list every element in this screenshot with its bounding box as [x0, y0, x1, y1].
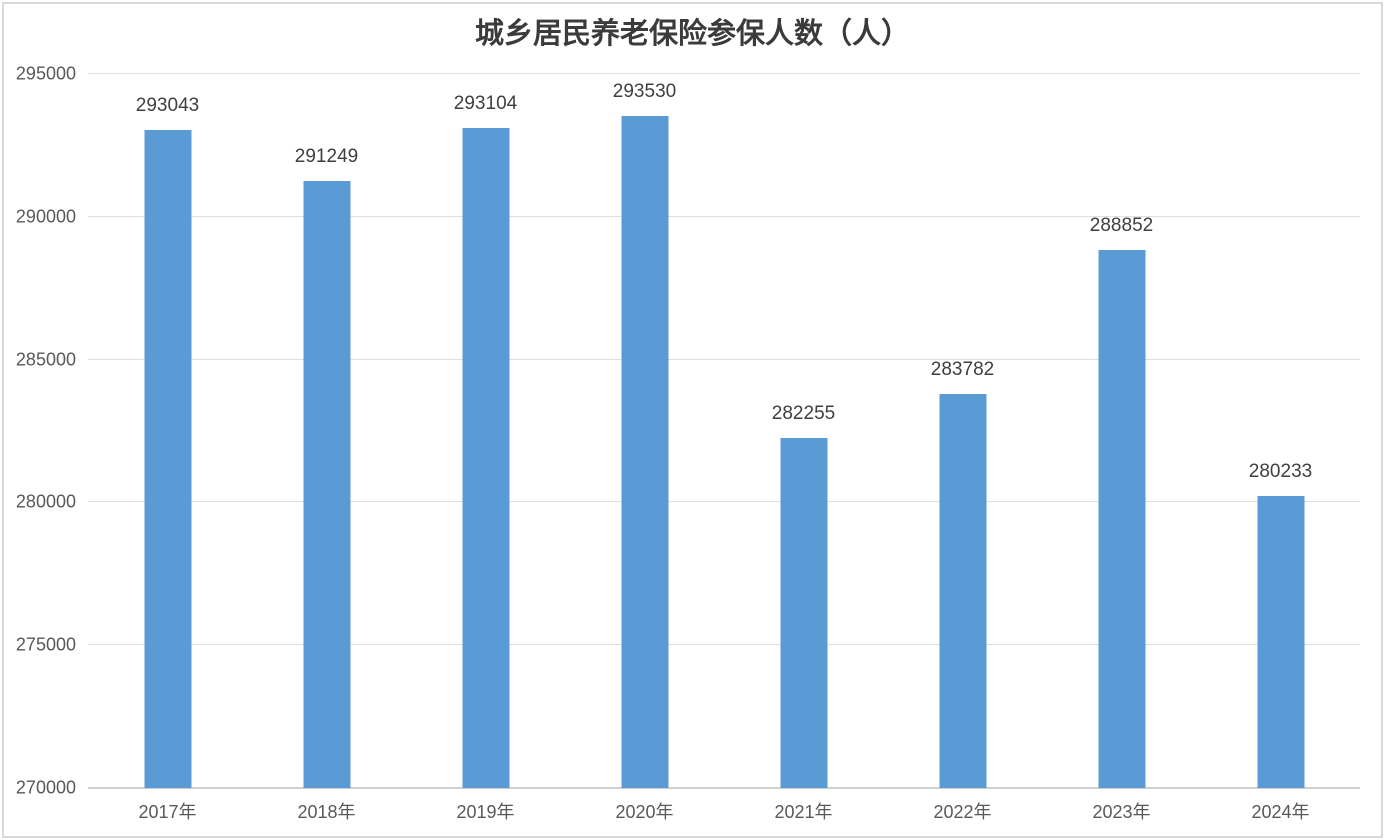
y-axis-tick-label: 275000: [15, 634, 76, 655]
category-slot: 293104 2019年: [406, 74, 565, 822]
x-axis-tick-label: 2022年: [933, 802, 992, 822]
x-axis-line: [88, 787, 1360, 789]
gridline: [88, 644, 1360, 646]
data-label: 293104: [453, 93, 518, 115]
plot-area: 293043 2017年 291249 2018年 293104 2019年 293530 2…: [88, 73, 1360, 822]
y-axis-tick-label: 270000: [15, 777, 76, 798]
y-axis-tick-label: 280000: [15, 491, 76, 512]
category-slot: 282255 2021年: [724, 74, 883, 822]
bar-2017年: [144, 129, 191, 788]
bar-2022年: [939, 394, 986, 788]
data-label: 280233: [1248, 460, 1313, 482]
y-axis-tick-label: 295000: [15, 63, 76, 84]
chart-title: 城乡居民养老保险参保人数（人）: [474, 18, 910, 50]
bar-2019年: [462, 128, 509, 788]
data-label: 282255: [771, 403, 836, 424]
category-slot: 288852 2023年: [1042, 74, 1201, 822]
gridline: [88, 358, 1360, 360]
bar-2020年: [621, 115, 668, 788]
y-axis: 270000 275000 280000 285000 290000 295000: [0, 64, 76, 798]
bar-2021年: [780, 438, 827, 788]
gridline: [88, 73, 1360, 74]
bar-2018年: [303, 181, 350, 788]
x-axis-tick-label: 2021年: [774, 802, 833, 822]
x-axis-tick-label: 2023年: [1092, 802, 1151, 822]
data-label: 283782: [930, 359, 995, 381]
data-label: 293530: [612, 80, 677, 102]
data-label: 293043: [135, 94, 200, 116]
category-slot: 293043 2017年: [88, 74, 247, 822]
data-label: 288852: [1089, 214, 1154, 236]
y-axis-tick-label: 290000: [15, 206, 76, 227]
category-slot: 291249 2018年: [247, 74, 406, 822]
x-axis-tick-label: 2024年: [1251, 802, 1310, 822]
data-label: 291249: [294, 146, 359, 168]
y-axis-tick-label: 285000: [15, 349, 76, 370]
category-slot: 280233 2024年: [1201, 74, 1360, 822]
gridline: [88, 501, 1360, 503]
x-axis-tick-label: 2019年: [456, 802, 515, 822]
gridline: [88, 215, 1360, 217]
x-axis-tick-label: 2020年: [615, 802, 674, 822]
x-axis-tick-label: 2018年: [297, 802, 356, 822]
category-slot: 293530 2020年: [565, 74, 724, 822]
x-axis-tick-label: 2017年: [138, 802, 197, 822]
bar-2023年: [1098, 249, 1145, 788]
bar-2024年: [1257, 495, 1304, 788]
category-slot: 283782 2022年: [883, 74, 1042, 822]
